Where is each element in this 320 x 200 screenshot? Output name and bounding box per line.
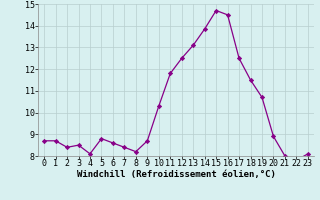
X-axis label: Windchill (Refroidissement éolien,°C): Windchill (Refroidissement éolien,°C) <box>76 170 276 179</box>
